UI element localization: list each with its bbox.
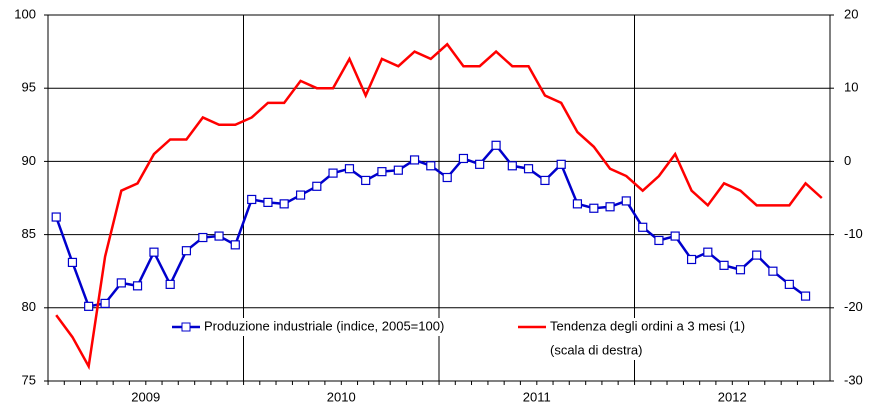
point-marker: [279, 199, 289, 209]
x-tick-label: 2012: [718, 389, 747, 404]
legend-bg: [202, 318, 502, 336]
y2-tick-label: 0: [844, 153, 851, 168]
point-marker: [523, 164, 534, 174]
y-tick-label: 85: [22, 226, 36, 241]
point-marker: [540, 175, 550, 186]
point-marker: [442, 172, 452, 183]
y2-tick-label: -20: [844, 299, 863, 314]
legend-label: Produzione industriale (indice, 2005=100…: [204, 318, 444, 333]
point-marker: [458, 153, 469, 164]
point-marker: [800, 291, 811, 301]
point-marker: [426, 161, 436, 171]
point-marker: [703, 247, 713, 257]
point-marker: [51, 212, 61, 222]
point-marker: [784, 279, 794, 289]
point-marker: [181, 246, 192, 256]
point-marker: [198, 232, 208, 243]
point-marker: [638, 222, 648, 232]
point-marker: [377, 167, 387, 177]
point-marker: [165, 279, 175, 289]
point-marker: [670, 231, 680, 241]
point-marker: [393, 165, 403, 175]
point-marker: [409, 155, 420, 165]
point-marker: [132, 281, 143, 291]
point-marker: [589, 203, 599, 213]
point-marker: [719, 260, 729, 270]
point-marker: [295, 190, 306, 200]
point-marker: [214, 231, 224, 241]
x-tick-label: 2010: [327, 389, 356, 404]
point-marker: [768, 266, 778, 276]
point-marker: [605, 202, 615, 212]
point-marker: [230, 240, 240, 250]
point-marker: [312, 181, 322, 191]
point-marker: [556, 159, 566, 169]
point-marker: [491, 140, 501, 150]
y2-tick-label: 20: [844, 6, 858, 21]
point-marker: [247, 194, 257, 205]
point-marker: [263, 197, 273, 207]
point-marker: [84, 301, 94, 311]
point-marker: [344, 164, 355, 174]
point-marker: [621, 196, 631, 206]
point-marker: [100, 298, 110, 309]
point-marker: [328, 168, 338, 178]
point-marker: [475, 159, 485, 169]
y-tick-label: 90: [22, 153, 36, 168]
legend-marker: [181, 322, 191, 332]
point-marker: [149, 247, 159, 257]
point-marker: [735, 265, 746, 275]
y-tick-label: 75: [22, 372, 36, 387]
legend-note: (scala di destra): [550, 342, 642, 357]
plot-area: [47, 14, 831, 382]
point-marker: [654, 235, 664, 246]
point-marker: [67, 257, 78, 268]
point-marker: [686, 254, 697, 265]
y-tick-label: 95: [22, 80, 36, 95]
x-tick-label: 2011: [523, 389, 551, 404]
point-marker: [116, 278, 126, 288]
y2-tick-label: 10: [844, 80, 858, 95]
point-marker: [572, 199, 583, 209]
x-tick-label: 2009: [131, 389, 160, 404]
legend-label: Tendenza degli ordini a 3 mesi (1): [550, 318, 745, 333]
point-marker: [507, 161, 517, 171]
y2-tick-label: -10: [844, 226, 863, 241]
y-tick-label: 80: [22, 299, 36, 314]
legend-bg: [548, 318, 808, 360]
point-marker: [361, 175, 371, 186]
point-marker: [752, 250, 762, 260]
series-line: [55, 42, 823, 371]
y-tick-label: 100: [14, 6, 36, 21]
y2-tick-label: -30: [844, 372, 863, 387]
